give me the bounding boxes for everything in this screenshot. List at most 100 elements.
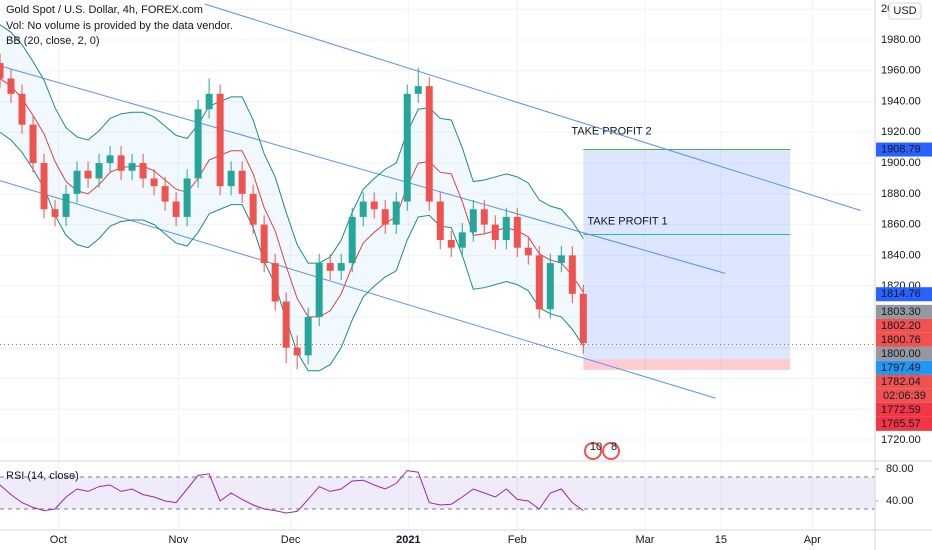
target-label: TAKE PROFIT 2: [571, 125, 651, 137]
price-marker-label: 1908.79: [881, 143, 921, 155]
candle-body: [249, 193, 257, 225]
event-label: 10: [590, 441, 602, 453]
price-marker-label: 1814.76: [881, 288, 921, 300]
rsi-tick-label: 80.00: [886, 463, 914, 475]
candle-body: [84, 170, 92, 179]
candle-body: [491, 224, 499, 240]
x-tick-label: Feb: [508, 534, 527, 546]
candle-body: [293, 347, 301, 356]
candle-body: [117, 155, 125, 171]
rsi-label: RSI (14, close): [6, 470, 79, 482]
candle-body: [205, 93, 213, 110]
currency[interactable]: USD: [893, 5, 916, 17]
event-icon: [584, 442, 602, 460]
candle-body: [271, 263, 279, 302]
bb-upper: [0, 24, 584, 264]
price-marker: [876, 304, 932, 319]
price-marker-label: 1797.49: [881, 362, 921, 374]
price-marker-label: 1772.59: [881, 404, 921, 416]
price-marker-label: 1802.20: [881, 320, 921, 332]
rsi-line: [0, 470, 584, 514]
price-marker-label: 1765.57: [881, 418, 921, 430]
candle-body: [172, 201, 180, 217]
candle-body: [216, 93, 224, 187]
channel-line: [0, 180, 716, 399]
candle-body: [469, 209, 477, 233]
candle-body: [29, 124, 37, 164]
price-marker: [876, 318, 932, 333]
x-tick-label: Nov: [169, 534, 189, 546]
rsi-band: [0, 477, 875, 509]
price-marker: [876, 332, 932, 347]
price-marker: [876, 374, 932, 389]
bb-fill: [0, 24, 584, 371]
candle-body: [95, 163, 103, 179]
y-tick-label: 1880.00: [881, 188, 921, 200]
y-tick-label: 1960.00: [881, 65, 921, 77]
price-marker-label: 1803.30: [881, 306, 921, 318]
candle-body: [458, 232, 466, 248]
countdown-bg: [876, 388, 932, 403]
tp1-label: TAKE PROFIT 1: [587, 215, 667, 227]
price-marker: [876, 402, 932, 417]
indicator-label: BB (20, close, 2, 0): [6, 35, 100, 47]
candle-body: [51, 209, 59, 217]
candle-body: [348, 216, 356, 264]
candle-body: [161, 186, 169, 202]
loss-zone: [583, 359, 791, 370]
candle-body: [381, 209, 389, 225]
rsi-tick-label: 40.00: [886, 495, 914, 507]
candle-body: [7, 78, 15, 94]
candle-body: [403, 93, 411, 202]
candle-body: [392, 201, 400, 225]
event-icon: [602, 442, 620, 460]
y-tick-label: 1720.00: [881, 434, 921, 446]
candle-body: [370, 201, 378, 210]
profit-zone: [583, 149, 791, 360]
candle-body: [150, 178, 158, 187]
candle-body: [579, 293, 587, 344]
candle-body: [18, 93, 26, 125]
x-tick-label: Mar: [635, 534, 654, 546]
candle-body: [337, 263, 345, 271]
candle-body: [73, 170, 81, 194]
candle-body: [326, 263, 334, 271]
y-tick-label: 1980.00: [881, 34, 921, 46]
price-marker: [876, 360, 932, 375]
y-tick-label: 1840.00: [881, 249, 921, 261]
candle-body: [513, 216, 521, 248]
candle-body: [282, 301, 290, 348]
candle-body: [227, 170, 235, 187]
candle-body: [502, 216, 510, 240]
candle-body: [359, 201, 367, 217]
grid: [0, 0, 875, 530]
event-label: 8: [611, 441, 617, 453]
axis: 1720.001740.001760.001780.001800.001820.…: [50, 3, 932, 546]
candle-body: [568, 255, 576, 294]
y-tick-label: 1940.00: [881, 95, 921, 107]
candle-body: [436, 201, 444, 240]
bb-basis: [0, 78, 584, 318]
x-tick-label: Dec: [281, 534, 301, 546]
countdown: 02:06:39: [883, 390, 926, 402]
y-tick-label: 1900.00: [881, 157, 921, 169]
candle-body: [315, 263, 323, 317]
plot: TAKE PROFIT 2 TAKE PROFIT 1 10 8: [0, 3, 875, 514]
candle-body: [106, 155, 114, 164]
y-tick-label: 1860.00: [881, 219, 921, 231]
price-marker: [876, 287, 932, 302]
candle-body: [447, 240, 455, 248]
candle-body: [304, 316, 312, 356]
subtitle: Vol: No volume is provided by the data v…: [6, 20, 233, 32]
bb-lower: [0, 131, 584, 372]
candle-body: [40, 163, 48, 210]
price-marker: [876, 142, 932, 157]
candle-body: [183, 178, 191, 217]
channel-line: [0, 65, 726, 274]
price-marker: [876, 416, 932, 431]
candle-body: [260, 224, 268, 264]
candle-body: [546, 263, 554, 310]
candle-body: [194, 109, 202, 179]
currency-badge[interactable]: [888, 2, 922, 20]
price-marker: [876, 346, 932, 361]
